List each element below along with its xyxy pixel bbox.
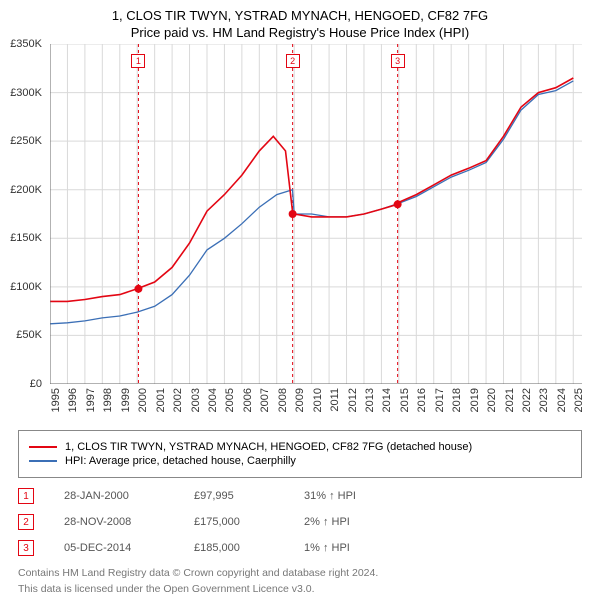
footer: Contains HM Land Registry data © Crown c… — [18, 566, 582, 598]
x-tick-label: 2025 — [573, 388, 585, 412]
x-tick-label: 1996 — [67, 388, 79, 412]
event-marker: 3 — [391, 54, 405, 68]
x-tick-label: 2003 — [190, 388, 202, 412]
legend-item: HPI: Average price, detached house, Caer… — [29, 455, 571, 467]
x-tick-label: 2008 — [277, 388, 289, 412]
sale-hpi: 1% ↑ HPI — [304, 542, 404, 554]
x-tick-label: 1999 — [120, 388, 132, 412]
x-tick-label: 2016 — [416, 388, 428, 412]
sales-table: 1 28-JAN-2000 £97,995 31% ↑ HPI 2 28-NOV… — [18, 488, 582, 556]
x-tick-label: 2020 — [486, 388, 498, 412]
sale-price: £175,000 — [194, 516, 274, 528]
x-tick-label: 2013 — [364, 388, 376, 412]
y-tick-label: £300K — [0, 87, 42, 99]
legend-label: 1, CLOS TIR TWYN, YSTRAD MYNACH, HENGOED… — [65, 441, 472, 453]
x-tick-label: 2019 — [469, 388, 481, 412]
x-tick-label: 2023 — [538, 388, 550, 412]
page-subtitle: Price paid vs. HM Land Registry's House … — [0, 25, 600, 40]
x-tick-label: 1997 — [85, 388, 97, 412]
x-tick-label: 2012 — [347, 388, 359, 412]
x-tick-label: 2000 — [137, 388, 149, 412]
y-tick-label: £200K — [0, 184, 42, 196]
sale-date: 05-DEC-2014 — [64, 542, 164, 554]
x-tick-label: 2006 — [242, 388, 254, 412]
x-tick-label: 2021 — [504, 388, 516, 412]
line-chart — [50, 44, 582, 384]
chart-container: 1, CLOS TIR TWYN, YSTRAD MYNACH, HENGOED… — [0, 0, 600, 598]
sale-marker: 3 — [18, 540, 34, 556]
footer-line: Contains HM Land Registry data © Crown c… — [18, 566, 582, 582]
sale-row: 1 28-JAN-2000 £97,995 31% ↑ HPI — [18, 488, 582, 504]
x-axis-labels: 1995 1996 1997 1998 1999 2000 2001 2002 2003 2004… — [50, 384, 582, 424]
sale-marker: 2 — [18, 514, 34, 530]
x-tick-label: 2005 — [224, 388, 236, 412]
sale-price: £97,995 — [194, 490, 274, 502]
x-tick-label: 2009 — [294, 388, 306, 412]
x-tick-label: 2007 — [259, 388, 271, 412]
sale-date: 28-JAN-2000 — [64, 490, 164, 502]
sale-marker: 1 — [18, 488, 34, 504]
legend-item: 1, CLOS TIR TWYN, YSTRAD MYNACH, HENGOED… — [29, 441, 571, 453]
sale-row: 3 05-DEC-2014 £185,000 1% ↑ HPI — [18, 540, 582, 556]
y-tick-label: £100K — [0, 281, 42, 293]
y-tick-label: £50K — [0, 329, 42, 341]
x-tick-label: 2002 — [172, 388, 184, 412]
x-tick-label: 2011 — [329, 388, 341, 412]
sale-row: 2 28-NOV-2008 £175,000 2% ↑ HPI — [18, 514, 582, 530]
x-tick-label: 2004 — [207, 388, 219, 412]
chart-wrap: £0£50K£100K£150K£200K£250K£300K£350K 123 — [0, 44, 600, 384]
x-tick-label: 2017 — [434, 388, 446, 412]
y-tick-label: £250K — [0, 135, 42, 147]
x-tick-label: 2024 — [556, 388, 568, 412]
sale-date: 28-NOV-2008 — [64, 516, 164, 528]
event-marker: 2 — [286, 54, 300, 68]
x-tick-label: 2022 — [521, 388, 533, 412]
x-tick-label: 1995 — [50, 388, 62, 412]
y-tick-label: £350K — [0, 38, 42, 50]
sale-hpi: 2% ↑ HPI — [304, 516, 404, 528]
x-tick-label: 2018 — [451, 388, 463, 412]
legend-label: HPI: Average price, detached house, Caer… — [65, 455, 296, 467]
title-block: 1, CLOS TIR TWYN, YSTRAD MYNACH, HENGOED… — [0, 0, 600, 44]
legend: 1, CLOS TIR TWYN, YSTRAD MYNACH, HENGOED… — [18, 430, 582, 478]
x-tick-label: 2010 — [312, 388, 324, 412]
chart-area: £0£50K£100K£150K£200K£250K£300K£350K 123 — [50, 44, 582, 384]
sale-price: £185,000 — [194, 542, 274, 554]
x-tick-label: 2001 — [155, 388, 167, 412]
x-tick-label: 2014 — [381, 388, 393, 412]
legend-swatch — [29, 460, 57, 462]
y-tick-label: £0 — [0, 378, 42, 390]
page-title: 1, CLOS TIR TWYN, YSTRAD MYNACH, HENGOED… — [0, 8, 600, 23]
sale-hpi: 31% ↑ HPI — [304, 490, 404, 502]
x-tick-label: 2015 — [399, 388, 411, 412]
legend-swatch — [29, 446, 57, 448]
event-marker: 1 — [131, 54, 145, 68]
y-tick-label: £150K — [0, 232, 42, 244]
x-tick-label: 1998 — [102, 388, 114, 412]
